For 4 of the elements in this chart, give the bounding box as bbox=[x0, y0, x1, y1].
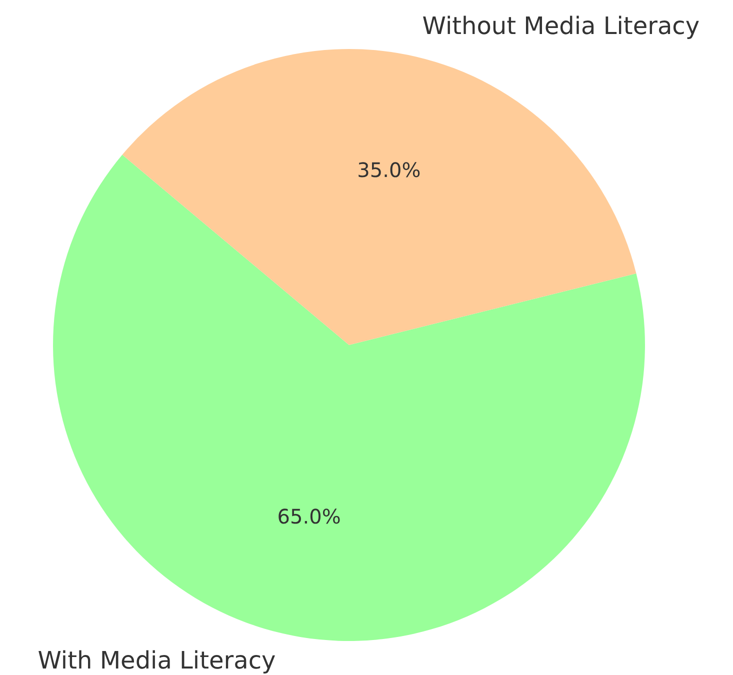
slice-label: With Media Literacy bbox=[38, 646, 276, 674]
data-label: 65.0% bbox=[277, 504, 341, 528]
data-label: 35.0% bbox=[357, 158, 421, 182]
slice-label: Without Media Literacy bbox=[422, 12, 700, 40]
